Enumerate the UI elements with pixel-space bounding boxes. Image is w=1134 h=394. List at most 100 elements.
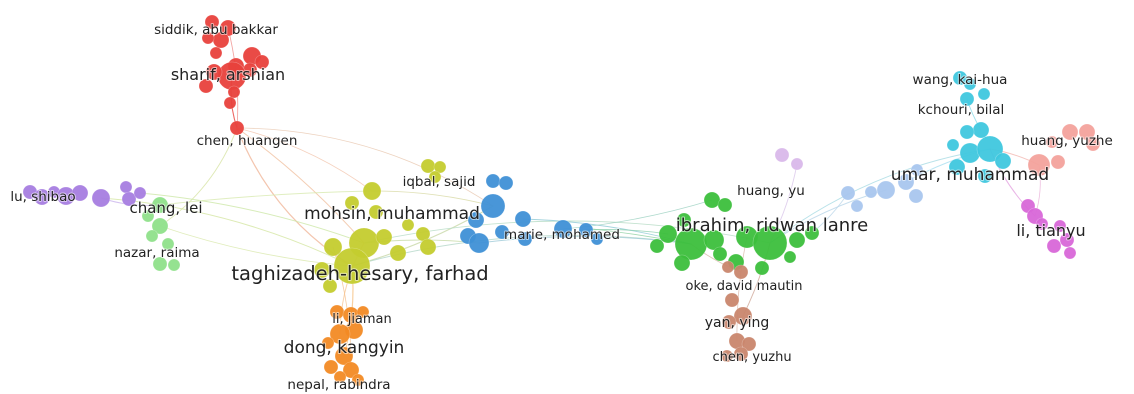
label-nepal[interactable]: nepal, rabindra xyxy=(286,376,391,394)
author-node-light-blue[interactable] xyxy=(876,180,896,200)
author-node-red[interactable] xyxy=(201,31,215,45)
author-node-purple[interactable] xyxy=(33,188,51,206)
author-node-salmon[interactable] xyxy=(1045,135,1059,149)
author-node-magenta[interactable] xyxy=(1053,219,1067,233)
author-node-light-blue[interactable] xyxy=(864,185,878,199)
label-umar[interactable]: umar, muhammad xyxy=(890,164,1050,186)
author-node-cyan[interactable] xyxy=(976,135,1004,163)
author-node-green[interactable] xyxy=(673,254,691,272)
author-node-purple[interactable] xyxy=(91,188,111,208)
label-huang-yuzhe[interactable]: huang, yuzhe xyxy=(1020,132,1114,150)
author-node-red[interactable] xyxy=(227,85,241,99)
author-node-magenta[interactable] xyxy=(1035,217,1049,231)
author-node-brown[interactable] xyxy=(733,346,749,362)
author-node-cyan[interactable] xyxy=(946,138,960,152)
author-node-orange[interactable] xyxy=(321,336,335,350)
author-node-brown[interactable] xyxy=(733,306,753,326)
author-node-magenta[interactable] xyxy=(1046,238,1062,254)
author-node-yellow-green[interactable] xyxy=(322,278,338,294)
author-node-orange[interactable] xyxy=(342,361,360,379)
author-node-yellow-green[interactable] xyxy=(344,195,360,211)
author-node-green[interactable] xyxy=(703,229,725,251)
label-huang-yu[interactable]: huang, yu xyxy=(736,182,806,200)
author-node-green[interactable] xyxy=(717,197,733,213)
author-node-light-green[interactable] xyxy=(161,237,175,251)
label-iqbal[interactable]: iqbal, sajid xyxy=(402,173,477,191)
author-node-blue[interactable] xyxy=(468,232,490,254)
author-node-red[interactable] xyxy=(229,120,245,136)
author-node-green[interactable] xyxy=(649,238,665,254)
author-node-orange[interactable] xyxy=(329,323,351,345)
author-node-cyan[interactable] xyxy=(977,168,993,184)
author-node-cyan[interactable] xyxy=(972,121,990,139)
author-node-purple[interactable] xyxy=(121,191,137,207)
author-node-light-green[interactable] xyxy=(151,217,169,235)
author-node-blue[interactable] xyxy=(590,232,604,246)
author-node-yellow-green[interactable] xyxy=(375,228,393,246)
author-node-red[interactable] xyxy=(223,96,237,110)
author-node-red[interactable] xyxy=(198,78,214,94)
author-node-lavender[interactable] xyxy=(790,157,804,171)
author-node-cyan[interactable] xyxy=(959,142,981,164)
author-node-green[interactable] xyxy=(703,191,721,209)
author-node-green[interactable] xyxy=(676,212,692,228)
author-node-light-blue[interactable] xyxy=(840,185,856,201)
author-node-purple[interactable] xyxy=(119,180,133,194)
author-node-yellow-green[interactable] xyxy=(389,244,407,262)
author-node-yellow-green[interactable] xyxy=(368,204,384,220)
label-yan[interactable]: yan, ying xyxy=(704,314,771,332)
author-node-light-green[interactable] xyxy=(167,258,181,272)
author-node-yellow-green[interactable] xyxy=(420,158,436,174)
author-node-blue[interactable] xyxy=(553,219,573,239)
author-node-yellow-green[interactable] xyxy=(333,247,371,285)
label-kchouri[interactable]: kchouri, bilal xyxy=(917,101,1006,119)
author-node-lavender[interactable] xyxy=(774,147,790,163)
author-node-salmon[interactable] xyxy=(1027,153,1051,177)
label-ibrahim[interactable]: ibrahim, ridwan lanre xyxy=(675,214,869,237)
label-mohsin[interactable]: mohsin, muhammad xyxy=(303,203,481,225)
author-node-salmon[interactable] xyxy=(1078,123,1096,141)
author-node-light-green[interactable] xyxy=(151,196,169,214)
author-node-cyan[interactable] xyxy=(959,124,975,140)
author-node-cyan[interactable] xyxy=(977,87,991,101)
author-node-red[interactable] xyxy=(209,46,223,60)
author-node-orange[interactable] xyxy=(356,305,370,319)
author-node-cyan[interactable] xyxy=(994,152,1012,170)
author-node-blue[interactable] xyxy=(480,193,506,219)
label-sharif[interactable]: sharif, arshian xyxy=(170,64,286,85)
author-node-blue[interactable] xyxy=(467,211,485,229)
author-node-cyan[interactable] xyxy=(948,158,966,176)
author-node-light-green[interactable] xyxy=(141,209,155,223)
author-node-green[interactable] xyxy=(754,260,770,276)
author-node-green[interactable] xyxy=(788,231,806,249)
author-node-green[interactable] xyxy=(658,224,678,244)
author-node-brown[interactable] xyxy=(721,260,735,274)
author-node-green[interactable] xyxy=(804,225,820,241)
author-node-salmon[interactable] xyxy=(1061,123,1079,141)
author-node-blue[interactable] xyxy=(494,224,510,240)
author-node-light-blue[interactable] xyxy=(908,188,924,204)
author-node-yellow-green[interactable] xyxy=(313,261,331,279)
label-marie[interactable]: marie, mohamed xyxy=(503,226,621,244)
author-node-red[interactable] xyxy=(205,63,223,81)
author-node-purple[interactable] xyxy=(133,186,147,200)
author-node-orange[interactable] xyxy=(334,346,354,366)
author-node-blue[interactable] xyxy=(485,173,501,189)
author-node-brown[interactable] xyxy=(733,264,749,280)
author-node-red[interactable] xyxy=(219,19,237,37)
author-node-salmon[interactable] xyxy=(1085,136,1101,152)
author-node-light-blue[interactable] xyxy=(897,173,915,191)
label-lu-shibao[interactable]: lu, shibao xyxy=(9,188,76,206)
author-node-cyan[interactable] xyxy=(963,77,977,91)
author-node-brown[interactable] xyxy=(741,336,757,352)
author-node-red[interactable] xyxy=(254,54,270,70)
author-node-red[interactable] xyxy=(204,14,220,30)
label-nazar[interactable]: nazar, raima xyxy=(113,244,200,262)
author-node-yellow-green[interactable] xyxy=(419,238,437,256)
author-node-green[interactable] xyxy=(712,246,728,262)
author-node-yellow-green[interactable] xyxy=(401,218,415,232)
label-dong[interactable]: dong, kangyin xyxy=(283,337,406,359)
label-wang[interactable]: wang, kai-hua xyxy=(912,71,1009,89)
label-siddik[interactable]: siddik, abu bakkar xyxy=(153,21,279,39)
label-li-tianyu[interactable]: li, tianyu xyxy=(1015,220,1086,241)
